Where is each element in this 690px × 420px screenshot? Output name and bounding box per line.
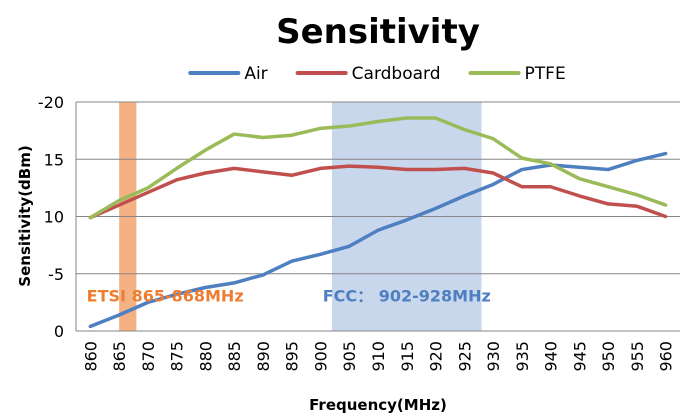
band-label-0: ETSI 865-868MHz [87,287,244,306]
x-tick-label: 945 [570,341,589,372]
legend: Air Cardboard PTFE [188,64,566,84]
x-tick-label: 880 [196,341,215,372]
x-tick-label: 885 [225,341,244,372]
tick-labels: 0 -5 10 15 -20 860 865 870 875 880 885 890 895 900 905… [38,93,676,372]
band-label-1: FCC： 902-928MHz [323,287,491,306]
y-tick-label: 0 [54,322,64,341]
y-tick-label: 10 [44,208,64,227]
x-tick-label: 895 [283,341,302,372]
x-tick-label: 900 [311,341,330,372]
x-tick-label: 930 [484,341,503,372]
x-tick-label: 910 [369,341,388,372]
chart-title: Sensitivity [276,12,480,52]
series-line-cardboard [88,164,668,220]
y-tick-label: -5 [48,265,64,284]
y-axis-title: Sensitivity(dBm) [16,145,34,286]
series-line-ptfe [88,116,668,220]
x-axis-title: Frequency(MHz) [309,396,447,414]
band-labels: ETSI 865-868MHz FCC： 902-928MHz [87,287,491,306]
series-line-air [88,151,668,329]
x-tick-label: 920 [427,341,446,372]
x-tick-label: 940 [542,341,561,372]
grid-lines [76,101,680,275]
x-tick-label: 950 [599,341,618,372]
x-tick-label: 915 [398,341,417,372]
legend-label-ptfe: PTFE [525,64,566,84]
legend-label-air: Air [244,64,267,84]
x-tick-label: 905 [340,341,359,372]
x-tick-label: 925 [455,341,474,372]
x-tick-label: 865 [110,341,129,372]
x-tick-label: 935 [513,341,532,372]
y-tick-label: 15 [44,150,64,169]
x-tick-label: 890 [254,341,273,372]
x-tick-label: 870 [139,341,158,372]
x-tick-label: 960 [657,341,676,372]
legend-label-cardboard: Cardboard [352,64,441,84]
y-tick-label: -20 [38,93,64,112]
x-tick-label: 860 [81,341,100,372]
x-tick-label: 955 [628,341,647,372]
data-series [88,116,668,329]
x-tick-label: 875 [168,341,187,372]
axes [75,102,680,332]
